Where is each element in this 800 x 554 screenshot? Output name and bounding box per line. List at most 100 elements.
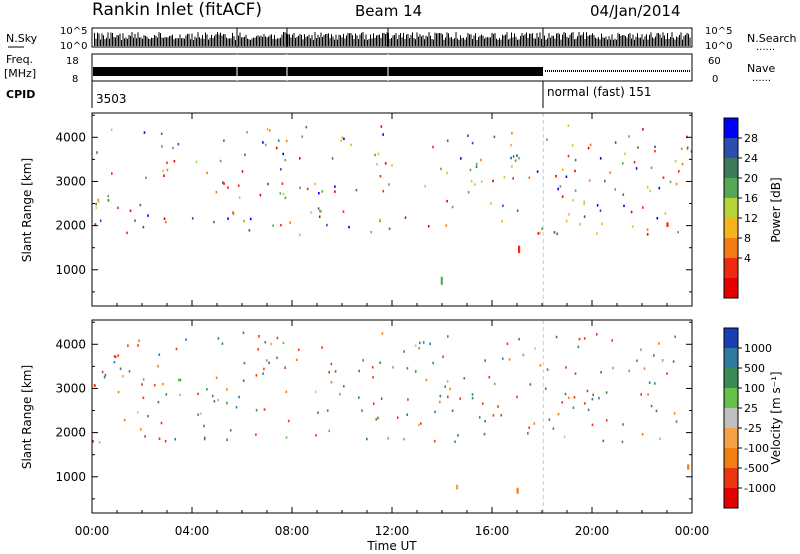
- nsky-bar: [650, 32, 652, 46]
- data-cell: [172, 146, 174, 150]
- data-cell: [276, 336, 279, 340]
- nsky-bar: [343, 33, 344, 46]
- data-cell: [674, 335, 676, 338]
- power-panel-bg: [92, 113, 692, 306]
- data-cell: [206, 388, 208, 391]
- nsky-bar: [122, 33, 124, 47]
- data-cell: [587, 408, 590, 412]
- data-cell: [217, 337, 220, 340]
- nsky-bar: [323, 35, 325, 47]
- data-cell: [565, 366, 567, 369]
- nsky-bar: [404, 38, 406, 46]
- nave-dot: [579, 70, 580, 72]
- data-cell: [331, 157, 334, 160]
- nsky-bar: [368, 38, 370, 46]
- nsky-bar: [289, 34, 290, 47]
- data-cell: [501, 220, 503, 223]
- power-cells: [94, 113, 693, 306]
- data-cell: [446, 139, 449, 142]
- nave-dot: [615, 70, 616, 72]
- data-cell: [299, 157, 301, 160]
- data-cell: [262, 141, 264, 144]
- nave-dot: [581, 70, 582, 72]
- nsky-bar: [250, 39, 251, 46]
- nsky-bar: [500, 39, 502, 47]
- nave-dot: [559, 70, 560, 72]
- nsky-bar: [395, 32, 397, 46]
- nsky-bar: [614, 38, 616, 47]
- data-cell: [206, 171, 208, 175]
- data-cell: [197, 413, 199, 416]
- nsky-bar: [559, 34, 560, 46]
- data-cell: [122, 375, 124, 378]
- data-cell: [229, 429, 232, 432]
- nsky-bar: [407, 33, 409, 46]
- nsky-bar: [197, 32, 199, 46]
- data-cell: [404, 216, 407, 219]
- velocity-colorbar: 1000 500 100 25 -25 -100 -500 -1000: [723, 327, 776, 509]
- data-cell: [258, 335, 260, 338]
- data-cell: [341, 136, 343, 139]
- data-cell: [641, 433, 644, 436]
- nave-dot: [617, 70, 618, 72]
- nsky-bar: [293, 33, 295, 47]
- nsky-bar: [113, 36, 115, 47]
- data-cell: [677, 230, 679, 234]
- data-cell: [648, 381, 651, 384]
- data-cell: [654, 145, 656, 149]
- data-cell: [350, 143, 352, 147]
- nsky-bar: [481, 34, 482, 47]
- data-cell: [528, 426, 530, 429]
- nsky-bar: [302, 39, 304, 47]
- nsky-bar: [271, 34, 272, 47]
- data-cell: [392, 366, 394, 369]
- nave-dot: [597, 70, 598, 72]
- data-cell: [480, 158, 482, 162]
- data-cell: [557, 187, 559, 191]
- data-cell: [564, 392, 567, 396]
- nsky-bar: [578, 32, 580, 47]
- data-cell: [579, 222, 581, 226]
- nsky-bar: [110, 32, 112, 46]
- nsky-bar: [365, 34, 367, 46]
- nsky-bar: [196, 37, 197, 47]
- data-cell: [445, 224, 448, 227]
- nsky-bar: [265, 36, 266, 47]
- data-cell: [221, 342, 224, 345]
- nsky-bar: [131, 32, 133, 47]
- colorbar-tick-label: 12: [744, 212, 758, 225]
- data-cell: [162, 382, 164, 386]
- nsky-bar: [455, 32, 457, 47]
- data-cell: [343, 385, 345, 388]
- nsky-bar: [469, 34, 470, 47]
- data-cell: [666, 222, 669, 227]
- nsky-bar: [556, 33, 557, 46]
- nsky-bar: [367, 39, 368, 47]
- nsky-bar: [223, 34, 224, 47]
- data-cell: [471, 393, 474, 396]
- nsky-bar: [307, 36, 308, 46]
- data-cell: [326, 223, 328, 227]
- nave-dot: [685, 70, 686, 72]
- nsky-bar: [242, 37, 244, 46]
- nsky-bar: [319, 37, 320, 47]
- colorbar-swatch: [724, 328, 738, 348]
- data-cell: [583, 215, 586, 218]
- data-cell: [162, 169, 164, 173]
- nsky-bar: [155, 35, 157, 46]
- data-cell: [674, 160, 677, 163]
- nsky-bar: [653, 38, 655, 47]
- nsky-bar: [619, 34, 620, 47]
- data-cell: [588, 179, 591, 182]
- nsky-bar: [241, 37, 242, 46]
- data-cell: [681, 162, 684, 166]
- nsky-label: N.Sky: [6, 32, 38, 45]
- data-cell: [259, 193, 262, 197]
- data-cell: [342, 210, 345, 213]
- freq-label: Freq.: [6, 53, 33, 66]
- nsky-bar: [683, 35, 685, 47]
- data-cell: [539, 364, 542, 367]
- data-cell: [142, 396, 145, 400]
- nsky-bar: [589, 35, 590, 46]
- nsky-bar: [299, 33, 301, 46]
